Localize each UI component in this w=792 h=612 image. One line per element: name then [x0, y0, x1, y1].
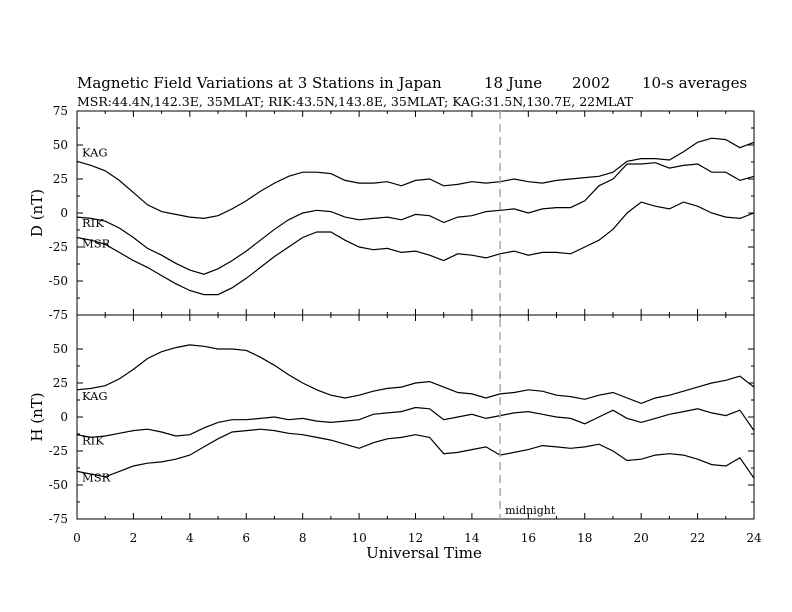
y-tick-label: -25 [49, 444, 68, 458]
plot-frame [76, 314, 755, 520]
y-tick-label: 75 [53, 104, 68, 118]
d-component-panel: -75 -50 -25 0 25 50 75 D (nT) KAG RIK MSR [28, 104, 755, 322]
y-tick-label: 0 [60, 410, 68, 424]
series-line-msr [76, 201, 755, 296]
series-label-msr: MSR [82, 236, 111, 250]
x-axis: 0 2 4 6 8 10 12 14 16 18 20 22 24 [73, 111, 762, 545]
plot-frame [76, 110, 755, 316]
series-line-msr [76, 428, 755, 479]
midnight-label: midnight [505, 504, 556, 517]
y-tick-label: 50 [53, 342, 68, 356]
y-tick-label: 25 [53, 172, 68, 186]
x-tick-label: 0 [73, 531, 81, 545]
y-tick-label: -50 [49, 478, 68, 492]
chart-date: 18 June [484, 74, 542, 92]
chart-year: 2002 [572, 74, 610, 92]
series-label-kag: KAG [82, 389, 108, 403]
chart-subtitle: MSR:44.4N,142.3E, 35MLAT; RIK:43.5N,143.… [77, 94, 634, 109]
series-label-rik: RIK [82, 434, 104, 448]
x-tick-label: 20 [634, 531, 649, 545]
series-label-rik: RIK [82, 216, 104, 230]
x-tick-label: 6 [242, 531, 250, 545]
series-label-kag: KAG [82, 145, 108, 159]
y-axis-label: H (nT) [28, 392, 46, 441]
y-axis-label: D (nT) [28, 189, 46, 237]
series-line-rik [76, 162, 755, 275]
h-component-panel: -75 -50 -25 0 25 50 H (nT) KAG RIK MSR [28, 314, 755, 526]
y-tick-label: -75 [49, 512, 68, 526]
y-tick-label: -75 [49, 308, 68, 322]
y-tick-label: 0 [60, 206, 68, 220]
y-tick-label: -50 [49, 274, 68, 288]
series-label-msr: MSR [82, 470, 111, 484]
x-tick-label: 10 [351, 531, 366, 545]
y-tick-label: -25 [49, 240, 68, 254]
x-axis-label: Universal Time [366, 544, 482, 562]
y-tick-label: 25 [53, 376, 68, 390]
x-tick-label: 18 [577, 531, 592, 545]
chart-title: Magnetic Field Variations at 3 Stations … [77, 74, 442, 92]
series-line-kag [76, 344, 755, 405]
y-tick-label: 50 [53, 138, 68, 152]
chart-averaging: 10-s averages [642, 74, 747, 92]
x-tick-label: 16 [521, 531, 536, 545]
x-tick-label: 4 [186, 531, 194, 545]
series-line-rik [76, 406, 755, 439]
x-tick-label: 12 [408, 531, 423, 545]
x-tick-label: 2 [130, 531, 138, 545]
series-line-kag [76, 137, 755, 220]
x-tick-label: 22 [690, 531, 705, 545]
x-tick-label: 24 [746, 531, 762, 545]
x-tick-label: 8 [299, 531, 307, 545]
x-tick-label: 14 [464, 531, 480, 545]
